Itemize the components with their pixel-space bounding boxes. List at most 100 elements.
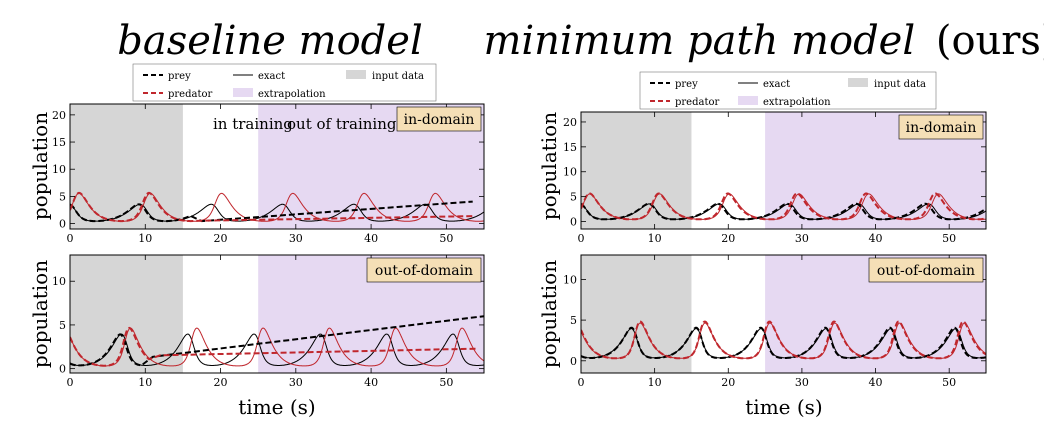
axes-frame <box>580 254 987 374</box>
x-tick-label: 40 <box>869 232 883 245</box>
x-tick-label: 0 <box>67 232 74 245</box>
y-tick-label: 10 <box>563 166 577 179</box>
y-tick-label: 5 <box>570 191 577 204</box>
y-tick-label: 0 <box>570 355 577 368</box>
legend-frame <box>132 63 437 102</box>
y-tick-label: 10 <box>52 275 66 288</box>
panel-baseline-out-of-domain: 0 10 20 30 40 50 0 5 10 out-of-domain <box>52 254 485 389</box>
x-tick-label: 10 <box>138 232 152 245</box>
model-predator-line <box>581 192 986 221</box>
x-tick-label: 40 <box>869 376 883 389</box>
input-data-region <box>70 255 183 373</box>
y-tick-label: 10 <box>563 273 577 286</box>
title-baseline: baseline model <box>117 18 422 64</box>
axes-frame <box>69 103 485 230</box>
panel-tag-box <box>366 257 482 283</box>
ylabel-ours-bottom: population <box>537 260 561 368</box>
input-data-region <box>70 104 183 229</box>
x-tick-label: 0 <box>578 232 585 245</box>
legend-frame <box>639 71 937 110</box>
legend-extrapolation-label: extrapolation <box>763 97 831 108</box>
x-tick-label: 40 <box>364 376 378 389</box>
model-predator-line <box>581 320 986 360</box>
axes-frame <box>69 254 485 374</box>
x-tick-label: 20 <box>214 232 228 245</box>
x-tick-label: 20 <box>214 376 228 389</box>
plot-area <box>70 104 484 229</box>
x-tick-label: 50 <box>439 232 453 245</box>
panel-tag-box <box>868 257 984 283</box>
panel-tag-label: out-of-domain <box>375 263 473 279</box>
y-tick-label: 5 <box>59 319 66 332</box>
x-tick-label: 10 <box>138 376 152 389</box>
panel-tag-label: in-domain <box>404 112 475 128</box>
legend-input-label: input data <box>874 79 926 90</box>
x-tick-label: 20 <box>721 232 735 245</box>
x-tick-label: 30 <box>795 376 809 389</box>
legend-prey-label: prey <box>675 79 698 90</box>
legend-input-swatch <box>346 70 366 79</box>
x-tick-label: 50 <box>439 376 453 389</box>
legend-extrapolation-label: extrapolation <box>258 89 326 100</box>
y-tick-label: 15 <box>52 136 66 149</box>
x-tick-label: 30 <box>289 232 303 245</box>
x-tick-label: 0 <box>578 376 585 389</box>
model-prey-line <box>581 202 986 221</box>
exact-predator-line <box>70 192 484 222</box>
y-tick-label: 0 <box>570 216 577 229</box>
model-predator-line <box>70 191 473 223</box>
x-tick-label: 30 <box>289 376 303 389</box>
legend-extrapolation-swatch <box>233 88 253 97</box>
panel-tag-box <box>396 106 482 132</box>
x-tick-label: 10 <box>648 376 662 389</box>
legend-baseline: prey predator exact extrapolation input … <box>132 63 437 102</box>
panel-baseline-in-domain: 0 10 20 30 40 50 0 5 10 15 20 in-domain <box>52 103 485 245</box>
panel-tag-box <box>898 114 984 140</box>
model-predator-line <box>70 326 477 367</box>
ylabel-baseline-bottom: population <box>28 260 52 368</box>
x-tick-label: 0 <box>67 376 74 389</box>
title-ours-suffix: (ours) <box>936 18 1044 64</box>
ylabel-ours-top: population <box>537 112 561 220</box>
x-tick-label: 50 <box>942 376 956 389</box>
panel-ours-out-of-domain: 0 10 20 30 40 50 0 5 10 out-of-domain <box>563 254 987 389</box>
model-prey-line <box>70 315 484 367</box>
y-tick-label: 5 <box>59 190 66 203</box>
model-prey-line <box>581 326 986 359</box>
legend-input-label: input data <box>372 71 424 82</box>
legend-prey-label: prey <box>168 71 191 82</box>
input-data-region <box>581 255 692 373</box>
annotation-in-training: in training <box>213 115 293 133</box>
x-tick-label: 40 <box>364 232 378 245</box>
x-tick-label: 10 <box>648 232 662 245</box>
y-tick-label: 0 <box>59 363 66 376</box>
legend-exact-label: exact <box>258 71 285 82</box>
legend-ours: prey predator exact extrapolation input … <box>639 71 937 110</box>
y-tick-label: 10 <box>52 163 66 176</box>
panel-ours-in-domain: 0 10 20 30 40 50 0 5 10 15 20 in-domain <box>563 111 987 245</box>
x-tick-label: 20 <box>721 376 735 389</box>
axes-frame <box>580 111 987 230</box>
xlabel-ours: time (s) <box>745 395 822 419</box>
y-tick-label: 20 <box>563 116 577 129</box>
xlabel-baseline: time (s) <box>238 395 315 419</box>
y-tick-label: 20 <box>52 109 66 122</box>
legend-extrapolation-swatch <box>738 96 758 105</box>
legend-predator-label: predator <box>675 97 720 108</box>
title-ours: minimum path model (ours) <box>483 18 1044 64</box>
ylabel-baseline-top: population <box>28 112 52 220</box>
legend-input-swatch <box>848 78 868 87</box>
legend-predator-label: predator <box>168 89 213 100</box>
model-prey-line <box>70 200 473 223</box>
y-tick-label: 0 <box>59 218 66 231</box>
x-tick-label: 50 <box>942 232 956 245</box>
legend-exact-label: exact <box>763 79 790 90</box>
annotation-out-of-training: out of training <box>287 115 397 133</box>
panel-tag-label: out-of-domain <box>877 263 975 279</box>
y-tick-label: 5 <box>570 314 577 327</box>
y-tick-label: 15 <box>563 141 577 154</box>
x-tick-label: 30 <box>795 232 809 245</box>
panel-tag-label: in-domain <box>906 120 977 136</box>
title-ours-main: minimum path model <box>483 18 915 64</box>
